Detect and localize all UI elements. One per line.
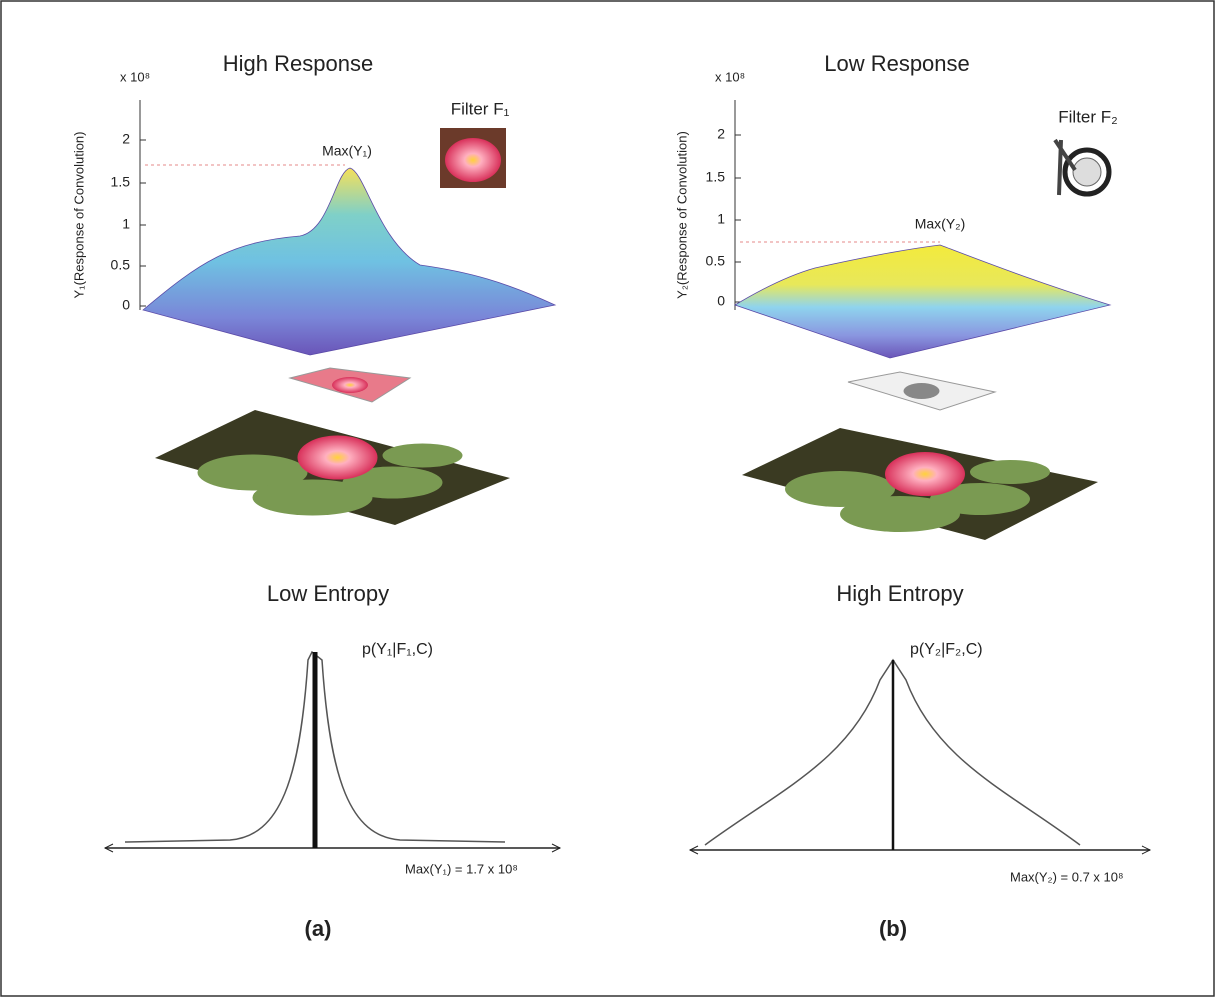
- distribution-label: p(Y₁|F₁,C): [362, 641, 433, 658]
- entropy-title: Low Entropy: [267, 581, 389, 606]
- z-tick-label: 1: [122, 216, 130, 232]
- filter-label: Filter F₁: [451, 99, 510, 118]
- max-value-label: Max(Y₂) = 0.7 x 10⁸: [1010, 869, 1124, 884]
- response-surface: [142, 167, 557, 356]
- axis-scale: x 10⁸: [120, 69, 150, 84]
- entropy-title: High Entropy: [836, 581, 963, 606]
- lily-pad: [252, 479, 373, 516]
- filter-wheel: [1062, 147, 1112, 197]
- patch-detail: [903, 383, 940, 399]
- panel-title: High Response: [223, 51, 373, 76]
- z-tick-label: 0.5: [111, 257, 131, 273]
- lotus-flower: [885, 452, 965, 496]
- max-label: Max(Y₁): [322, 143, 372, 159]
- panel-title: Low Response: [824, 51, 970, 76]
- patch-detail: [332, 377, 368, 393]
- axis-scale: x 10⁸: [715, 69, 745, 84]
- z-axis-label: Y₂(Response of Convolution): [674, 131, 689, 299]
- distribution-label: p(Y₂|F₂,C): [910, 641, 983, 658]
- z-tick-label: 1.5: [111, 174, 131, 190]
- lily-pad: [840, 496, 960, 532]
- lily-pad: [785, 471, 895, 507]
- filter-flower: [445, 138, 501, 182]
- max-label: Max(Y₂): [915, 216, 966, 232]
- z-tick-label: 2: [717, 126, 725, 142]
- z-tick-label: 0.5: [706, 253, 726, 269]
- caption: (a): [305, 916, 332, 941]
- lily-pad: [382, 443, 463, 468]
- axis-arrows: [103, 843, 562, 853]
- z-axis-label: Y₁(Response of Convolution): [71, 132, 86, 299]
- z-tick-label: 0: [122, 297, 130, 313]
- panel: Low Response x 10⁸ 2 1.5 1 0.5 0 Y₂(Response of…: [674, 51, 1152, 941]
- response-surface: [734, 244, 1112, 359]
- axis-arrows: [688, 845, 1152, 855]
- lily-pad: [930, 483, 1030, 515]
- z-tick-label: 0: [717, 293, 725, 309]
- lily-pad: [197, 454, 308, 491]
- max-value-label: Max(Y₁) = 1.7 x 10⁸: [405, 861, 518, 876]
- filter-hub: [1072, 157, 1102, 187]
- lily-pad: [970, 460, 1050, 484]
- lotus-flower: [297, 435, 378, 480]
- z-tick-label: 2: [122, 131, 130, 147]
- panel: High Response x 10⁸ 2 1.5 1 0.5 0 Y₁(Response o…: [71, 51, 562, 941]
- lily-pad: [342, 466, 443, 499]
- distribution-curve: [124, 650, 506, 843]
- caption: (b): [879, 916, 907, 941]
- filter-fork: [1053, 138, 1077, 196]
- z-tick-label: 1: [717, 211, 725, 227]
- filter-label: Filter F₂: [1058, 107, 1117, 126]
- z-tick-label: 1.5: [706, 169, 726, 185]
